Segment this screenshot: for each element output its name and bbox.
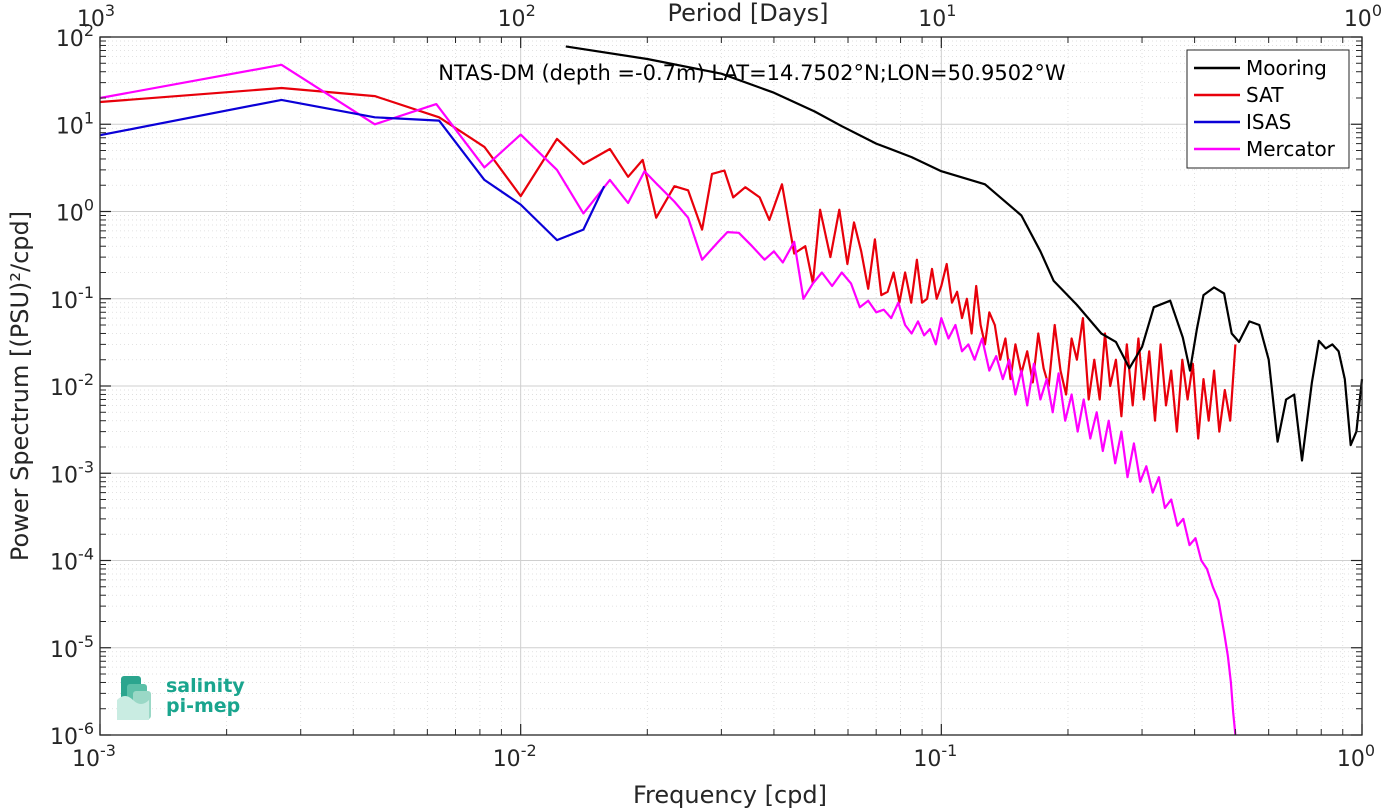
x-tick-label: 10-2 xyxy=(493,741,537,772)
legend-label-mooring: Mooring xyxy=(1246,56,1327,80)
y-tick-label: 10-1 xyxy=(50,283,94,314)
series-line-mooring xyxy=(565,45,1364,462)
x-tick-label: 10-3 xyxy=(72,741,116,772)
y-tick-label: 10-6 xyxy=(50,719,94,750)
y-tick-label: 100 xyxy=(56,196,94,227)
y-tick-label: 10-3 xyxy=(50,457,94,488)
y-tick-label: 101 xyxy=(56,108,94,139)
axis-ticks xyxy=(99,36,1363,736)
legend-label-mercator: Mercator xyxy=(1246,137,1336,161)
x-tick-label: 10-1 xyxy=(913,741,957,772)
top-axis-label: Period [Days] xyxy=(667,0,828,27)
legend-label-sat: SAT xyxy=(1246,83,1284,107)
top-tick-label: 101 xyxy=(918,1,956,32)
series-layer xyxy=(99,45,1364,736)
top-tick-label: 103 xyxy=(77,1,115,32)
legend-label-isas: ISAS xyxy=(1246,110,1291,134)
chart-title: NTAS-DM (depth =-0.7m) LAT=14.7502°N;LON… xyxy=(438,61,1066,85)
top-tick-label: 100 xyxy=(1344,1,1382,32)
series-line-mercator xyxy=(99,63,1237,736)
legend: Mooring SAT ISAS Mercator xyxy=(1186,49,1350,169)
salinity-pi-mep-logo: salinity pi-mep xyxy=(117,675,245,720)
y-tick-label: 10-5 xyxy=(50,632,94,663)
x-tick-label: 100 xyxy=(1337,741,1375,772)
series-line-sat xyxy=(99,86,1237,440)
x-axis-label: Frequency [cpd] xyxy=(633,781,827,809)
y-tick-label: 102 xyxy=(56,21,94,52)
wave-logo-icon xyxy=(117,676,151,720)
logo-line1: salinity xyxy=(166,675,245,697)
y-tick-label: 10-4 xyxy=(50,545,94,576)
top-tick-label: 102 xyxy=(498,1,536,32)
y-tick-label: 10-2 xyxy=(50,370,94,401)
series-line-isas xyxy=(99,98,606,242)
logo-line2: pi-mep xyxy=(166,695,240,717)
y-axis-label: Power Spectrum [(PSU)²/cpd] xyxy=(6,211,34,561)
major-grid xyxy=(100,37,1362,735)
